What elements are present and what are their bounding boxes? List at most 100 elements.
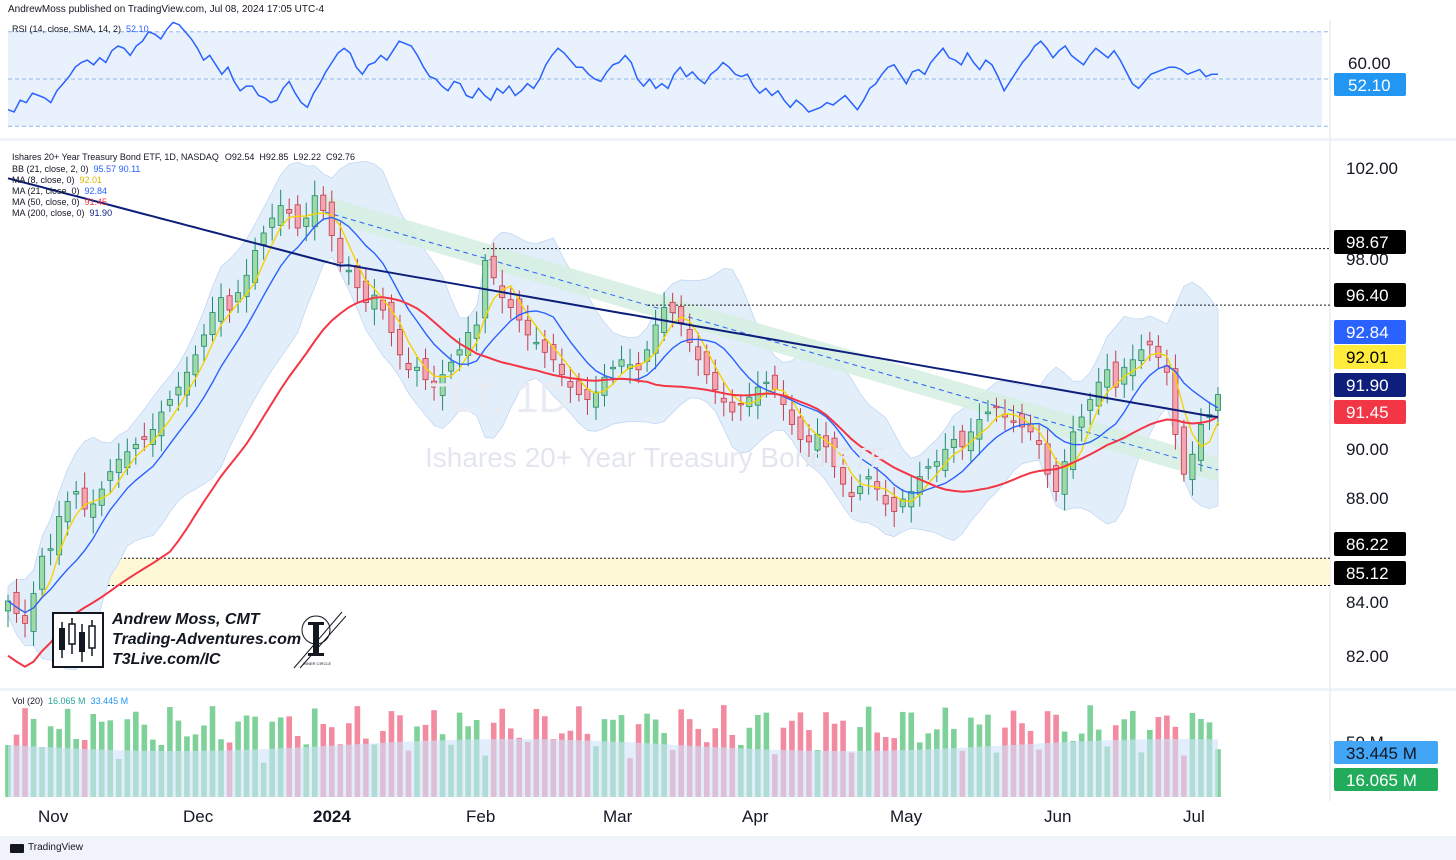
candle[interactable] — [405, 347, 412, 379]
candle[interactable] — [984, 400, 991, 422]
candle[interactable] — [618, 345, 625, 374]
candle[interactable] — [959, 424, 966, 460]
candle[interactable] — [533, 326, 540, 350]
candle[interactable] — [337, 222, 344, 272]
candle[interactable] — [831, 431, 838, 478]
candle[interactable] — [567, 366, 574, 403]
candle[interactable] — [933, 449, 940, 483]
svg-text:INNER CIRCLE: INNER CIRCLE — [303, 661, 332, 666]
x-label-dec: Dec — [183, 807, 214, 826]
candle[interactable] — [1215, 387, 1222, 426]
candle[interactable] — [1180, 419, 1187, 482]
candle[interactable] — [737, 395, 744, 421]
candle[interactable] — [865, 468, 872, 495]
candle[interactable] — [925, 458, 932, 480]
candle[interactable] — [1053, 457, 1060, 502]
price-tag: 92.01 — [1334, 345, 1406, 369]
candle[interactable] — [209, 296, 216, 342]
candle[interactable] — [805, 424, 812, 457]
candle[interactable] — [558, 348, 565, 387]
candle[interactable] — [183, 356, 190, 408]
candle[interactable] — [371, 279, 378, 326]
volume-tag-text: 16.065 M — [1346, 771, 1417, 790]
candle[interactable] — [243, 259, 250, 313]
candle[interactable] — [524, 305, 531, 351]
candle[interactable] — [439, 359, 446, 411]
candle[interactable] — [286, 198, 293, 230]
candle[interactable] — [857, 474, 864, 501]
candle[interactable] — [601, 364, 608, 407]
candle[interactable] — [175, 371, 182, 411]
candle[interactable] — [882, 479, 889, 517]
candle[interactable] — [235, 279, 242, 314]
candle[interactable] — [141, 422, 148, 451]
candle[interactable] — [90, 489, 97, 534]
candle[interactable] — [73, 481, 80, 509]
rsi-current-tag-text: 52.10 — [1348, 76, 1391, 95]
candle[interactable] — [1078, 403, 1085, 442]
rsi-current-tag — [1334, 73, 1406, 96]
time-axis[interactable]: Nov Dec 2024 Feb Mar Apr May Jun Jul — [38, 807, 1205, 826]
candle[interactable] — [575, 373, 582, 402]
candle[interactable] — [166, 390, 173, 412]
candle[interactable] — [610, 360, 617, 385]
ma50-line — [7, 296, 1219, 668]
candle[interactable] — [422, 348, 429, 390]
tradingview-logo[interactable]: TradingView — [10, 836, 83, 860]
candle[interactable] — [592, 375, 599, 420]
candle[interactable] — [1070, 415, 1077, 479]
candle[interactable] — [192, 345, 199, 387]
candle[interactable] — [550, 333, 557, 373]
candle[interactable] — [81, 472, 88, 517]
candle[interactable] — [269, 203, 276, 241]
candle[interactable] — [686, 313, 693, 353]
candle[interactable] — [1061, 449, 1068, 511]
candle[interactable] — [320, 186, 327, 221]
tradingview-icon — [10, 843, 24, 853]
candle[interactable] — [516, 290, 523, 333]
candle[interactable] — [414, 356, 421, 387]
candle[interactable] — [431, 365, 438, 401]
candle[interactable] — [473, 311, 480, 352]
price-legend: Ishares 20+ Year Treasury Bond ETF, 1D, … — [12, 152, 355, 218]
candle[interactable] — [1172, 354, 1179, 450]
candle[interactable] — [720, 382, 727, 417]
chart-canvas[interactable]: RSI (14, close, SMA, 14, 2) 52.10 60.00 5… — [0, 20, 1456, 836]
price-axis[interactable]: 102.00 98.00 90.00 88.00 84.00 82.00 — [1346, 159, 1398, 666]
candle[interactable] — [840, 454, 847, 497]
candle[interactable] — [218, 283, 225, 337]
candle[interactable] — [976, 403, 983, 456]
candle[interactable] — [746, 382, 753, 417]
candle[interactable] — [1189, 441, 1196, 496]
candle[interactable] — [30, 581, 37, 646]
candle[interactable] — [345, 256, 352, 286]
candle[interactable] — [22, 599, 29, 638]
candle[interactable] — [39, 547, 46, 598]
candle[interactable] — [1087, 392, 1094, 425]
candle[interactable] — [132, 437, 139, 465]
candle[interactable] — [874, 466, 881, 501]
candle[interactable] — [47, 533, 54, 566]
candle[interactable] — [226, 288, 233, 323]
candle[interactable] — [490, 242, 497, 285]
candle[interactable] — [64, 491, 71, 536]
candle[interactable] — [1112, 350, 1119, 398]
author-link: T3Live.com/IC — [112, 651, 221, 668]
candle[interactable] — [448, 353, 455, 379]
candle[interactable] — [1138, 334, 1145, 369]
candle[interactable] — [388, 294, 395, 347]
candle[interactable] — [1129, 344, 1136, 391]
candle[interactable] — [200, 323, 207, 363]
candle[interactable] — [1155, 335, 1162, 368]
candle[interactable] — [1104, 353, 1111, 404]
candle[interactable] — [848, 476, 855, 512]
candle[interactable] — [5, 594, 11, 628]
candle[interactable] — [891, 486, 898, 528]
candle[interactable] — [950, 425, 957, 463]
candle[interactable] — [13, 578, 20, 623]
candle[interactable] — [158, 400, 165, 452]
candle[interactable] — [149, 413, 156, 457]
candle[interactable] — [303, 202, 310, 242]
candle[interactable] — [107, 459, 114, 494]
tradingview-brand: TradingView — [28, 842, 84, 853]
